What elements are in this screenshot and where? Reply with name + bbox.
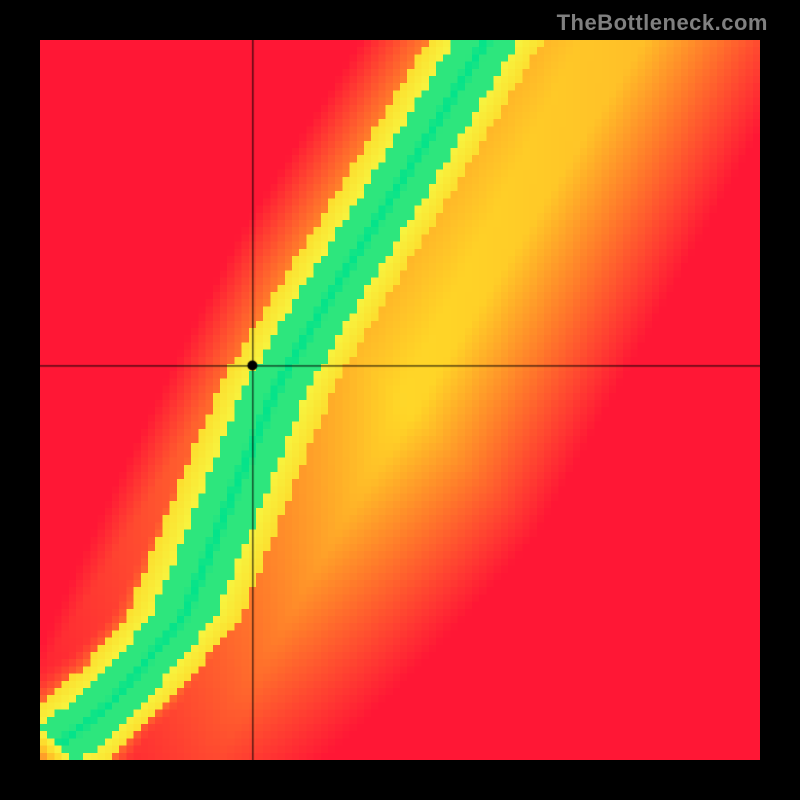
chart-container: TheBottleneck.com [0,0,800,800]
watermark-text: TheBottleneck.com [557,10,768,36]
crosshair-overlay [40,40,760,760]
